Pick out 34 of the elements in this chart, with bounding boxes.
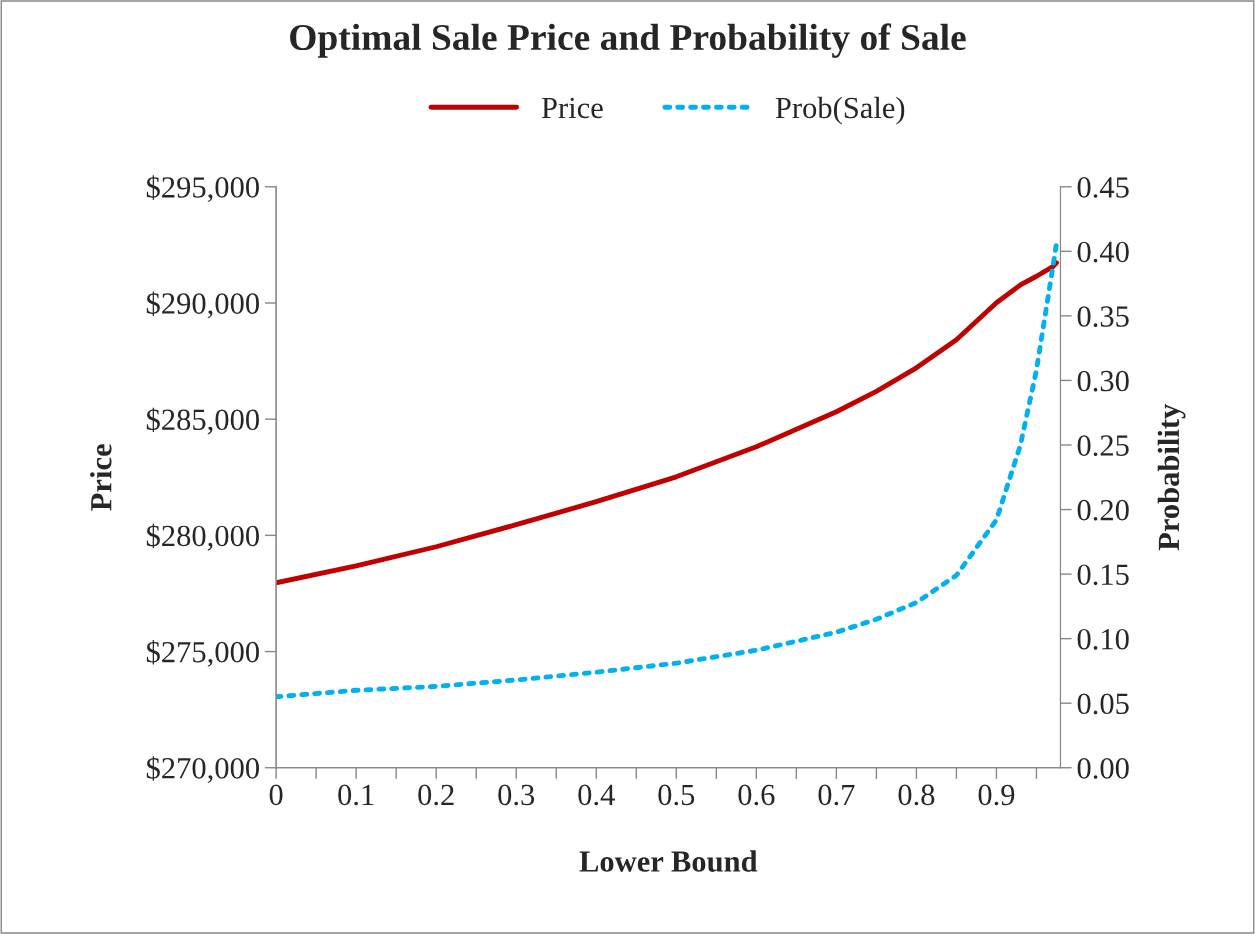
y-tick-label: $280,000 <box>146 523 259 551</box>
x-tick-label: 0.1 <box>338 784 374 806</box>
x-tick-label: 0.3 <box>498 784 535 806</box>
y2-tick-label: 0.05 <box>1077 693 1129 715</box>
y2-tick-label: 0.10 <box>1077 628 1129 650</box>
y2-tick-label: 0.30 <box>1077 370 1129 392</box>
y2-axis-title: Probability <box>1157 403 1186 551</box>
y-axis-title: Price <box>90 444 112 511</box>
y-tick-label: $275,000 <box>146 640 259 667</box>
y-tick-label: $270,000 <box>146 756 259 784</box>
line-series <box>276 260 1059 586</box>
y2-tick-label: 0.45 <box>1077 177 1129 198</box>
y2-tick-label: 0.20 <box>1077 499 1129 521</box>
x-tick-label: 0.4 <box>578 784 615 806</box>
y2-tick-label: 0.00 <box>1077 758 1129 779</box>
line-series <box>276 241 1059 700</box>
x-tick-label: 0.2 <box>418 784 454 806</box>
legend-label: Prob(Sale) <box>775 96 905 125</box>
legend-label: Price <box>541 97 603 119</box>
y-tick-label: $290,000 <box>146 291 259 319</box>
y2-tick-label: 0.15 <box>1077 564 1129 586</box>
x-tick-label: 0.7 <box>818 784 855 806</box>
y-tick-label: $295,000 <box>146 175 259 203</box>
y2-tick-label: 0.35 <box>1077 306 1129 327</box>
chart-title: Optimal Sale Price and Probability of Sale <box>290 23 966 58</box>
y2-tick-label: 0.40 <box>1077 241 1129 263</box>
x-tick-label: 0.9 <box>978 784 1015 806</box>
x-axis-title: Lower Bound <box>579 850 758 872</box>
x-tick-label: 0.8 <box>898 784 935 806</box>
x-tick-label: 0.5 <box>658 784 695 806</box>
x-tick-label: 0.6 <box>738 784 775 806</box>
y-tick-label: $285,000 <box>146 407 259 435</box>
y2-tick-label: 0.25 <box>1077 435 1129 457</box>
x-tick-label: 0 <box>269 784 283 806</box>
